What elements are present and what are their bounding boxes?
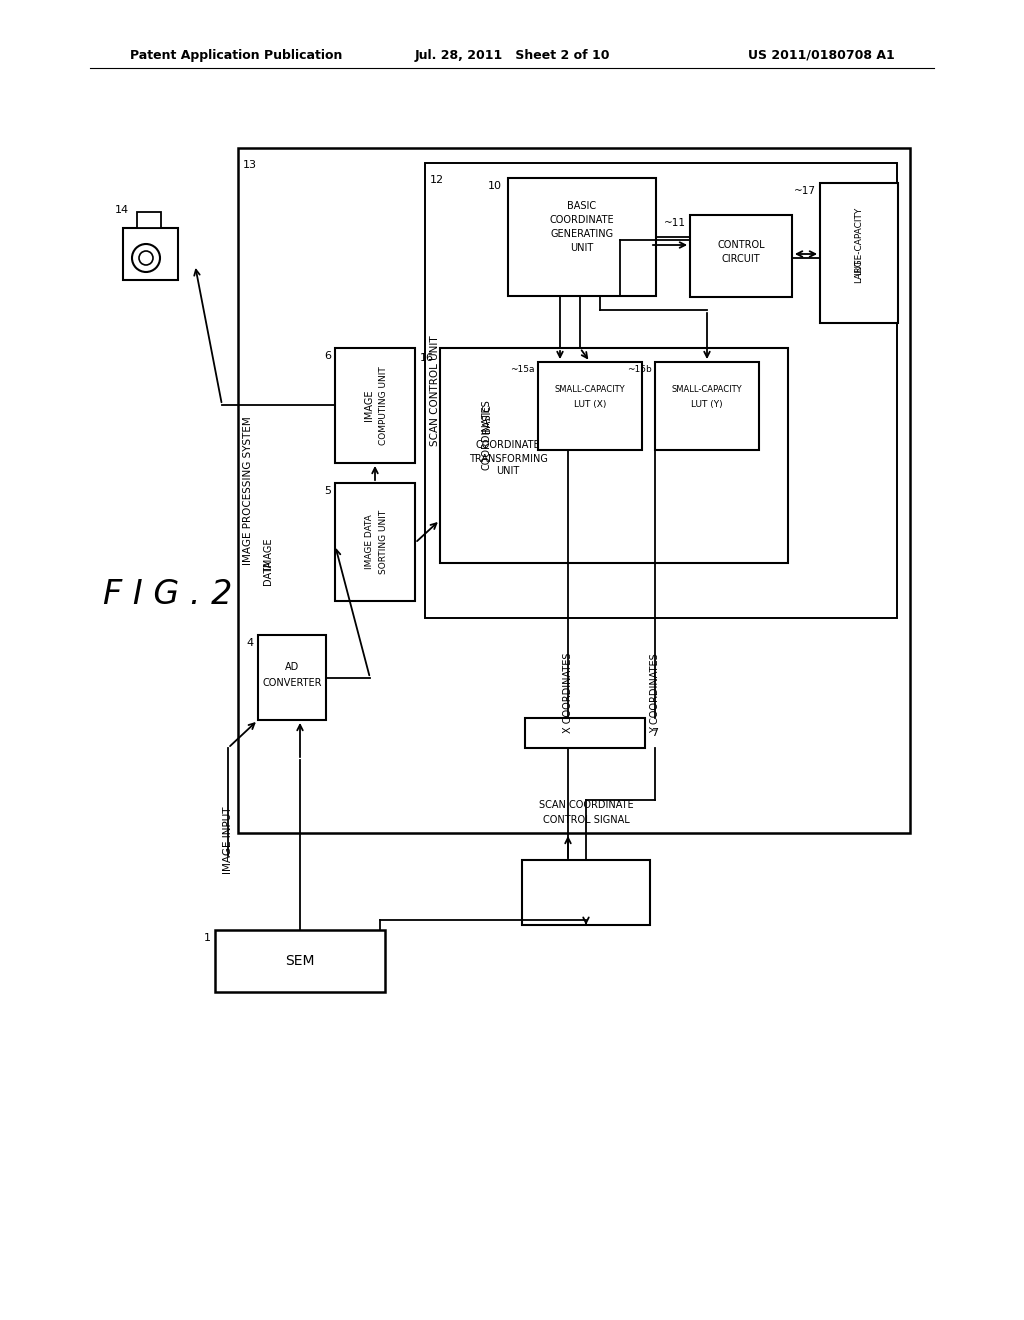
Text: 6: 6	[324, 351, 331, 360]
Text: DATA: DATA	[263, 560, 273, 585]
Text: ~15a: ~15a	[511, 366, 535, 375]
Text: 1: 1	[204, 933, 211, 942]
Bar	[137, 213, 161, 228]
Text: UNIT: UNIT	[497, 466, 519, 477]
Text: CIRCUIT: CIRCUIT	[722, 253, 760, 264]
Text: 7: 7	[651, 729, 658, 738]
Bar	[335, 483, 415, 601]
Text: TRANSFORMING: TRANSFORMING	[469, 454, 548, 463]
Text: IMAGE: IMAGE	[263, 537, 273, 569]
Bar	[425, 162, 897, 618]
Text: 13: 13	[243, 160, 257, 170]
Text: SORTING UNIT: SORTING UNIT	[379, 510, 387, 574]
Text: SCAN CONTROL UNIT: SCAN CONTROL UNIT	[430, 335, 440, 446]
Text: ~11: ~11	[664, 218, 686, 228]
Bar	[655, 362, 759, 450]
Text: 5: 5	[324, 486, 331, 496]
Bar	[538, 362, 642, 450]
Bar	[508, 178, 656, 296]
Text: SCAN COORDINATE: SCAN COORDINATE	[539, 800, 633, 810]
Text: IMAGE INPUT: IMAGE INPUT	[223, 807, 233, 874]
Text: ~15b: ~15b	[628, 366, 652, 375]
Text: SMALL-CAPACITY: SMALL-CAPACITY	[672, 385, 742, 395]
Text: Jul. 28, 2011   Sheet 2 of 10: Jul. 28, 2011 Sheet 2 of 10	[415, 49, 609, 62]
Text: LUT (Y): LUT (Y)	[691, 400, 723, 408]
Text: Y COORDINATES: Y COORDINATES	[650, 653, 660, 733]
Text: UNIT: UNIT	[570, 243, 594, 253]
Text: BASIC: BASIC	[567, 201, 597, 211]
Text: LARGE-CAPACITY: LARGE-CAPACITY	[854, 207, 863, 282]
Text: SEM: SEM	[286, 954, 314, 968]
Text: LUT (X): LUT (X)	[573, 400, 606, 408]
Text: BASIC: BASIC	[482, 404, 492, 433]
Text: GENERATING: GENERATING	[551, 228, 613, 239]
Bar	[123, 228, 178, 280]
Text: CONTROL SIGNAL: CONTROL SIGNAL	[543, 814, 630, 825]
Bar	[440, 348, 788, 564]
Text: CONTROL: CONTROL	[717, 240, 765, 249]
Bar	[522, 861, 650, 925]
Text: AD: AD	[285, 663, 299, 672]
Text: F I G . 2: F I G . 2	[103, 578, 232, 611]
Bar	[525, 718, 645, 748]
Bar	[820, 183, 898, 323]
Text: US 2011/0180708 A1: US 2011/0180708 A1	[749, 49, 895, 62]
Bar	[215, 931, 385, 993]
Text: CONVERTER: CONVERTER	[262, 678, 322, 688]
Bar	[238, 148, 910, 833]
Bar	[258, 635, 326, 719]
Text: ~17: ~17	[794, 186, 816, 195]
Text: 14: 14	[115, 205, 129, 215]
Text: IMAGE: IMAGE	[364, 389, 374, 421]
Text: COORDINATES: COORDINATES	[482, 400, 492, 470]
Text: LUT: LUT	[854, 259, 863, 275]
Bar	[335, 348, 415, 463]
Text: Patent Application Publication: Patent Application Publication	[130, 49, 342, 62]
Text: COORDINATE: COORDINATE	[550, 215, 614, 224]
Text: IMAGE DATA: IMAGE DATA	[365, 515, 374, 569]
Text: 12: 12	[430, 176, 444, 185]
Text: 4: 4	[247, 638, 254, 648]
Text: 16: 16	[420, 352, 434, 363]
Text: COORDINATE: COORDINATE	[476, 441, 541, 450]
Text: IMAGE PROCESSING SYSTEM: IMAGE PROCESSING SYSTEM	[243, 416, 253, 565]
Text: 10: 10	[488, 181, 502, 191]
Bar	[690, 215, 792, 297]
Text: SMALL-CAPACITY: SMALL-CAPACITY	[555, 385, 626, 395]
Text: COMPUTING UNIT: COMPUTING UNIT	[379, 366, 387, 445]
Text: X COORDINATES: X COORDINATES	[563, 653, 573, 733]
